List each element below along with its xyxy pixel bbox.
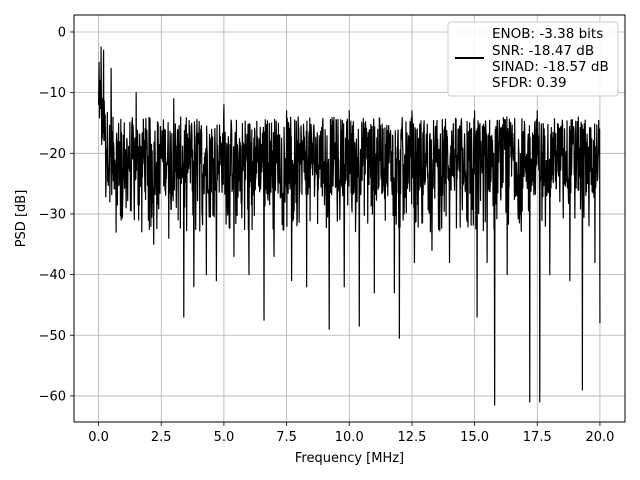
y-tick-label: 0: [58, 25, 66, 40]
x-tick-label: 15.0: [460, 430, 489, 445]
y-axis-label: PSD [dB]: [14, 190, 29, 248]
legend-box: [447, 21, 619, 97]
y-tick-label: −50: [39, 329, 66, 344]
y-tick-label: −30: [39, 207, 66, 222]
x-tick-label: 20.0: [585, 430, 614, 445]
legend-sinad: SINAD: -18.57 dB: [492, 59, 609, 75]
x-tick-label: 7.5: [276, 430, 297, 445]
x-tick-label: 12.5: [397, 430, 426, 445]
y-tick-label: −20: [39, 147, 66, 162]
legend-sfdr: SFDR: 0.39: [492, 75, 567, 91]
x-axis-label: Frequency [MHz]: [295, 451, 404, 466]
x-tick-label: 5.0: [214, 430, 235, 445]
y-tick-label: −60: [39, 389, 66, 404]
legend: ENOB: -3.38 bits SNR: -18.47 dB SINAD: -…: [447, 21, 619, 97]
legend-snr: SNR: -18.47 dB: [492, 43, 594, 59]
x-axis-ticks: 0.0 2.5 5.0 7.5 10.0 12.5 15.0 17.5 20.0: [88, 422, 614, 445]
series-layer: [97, 46, 601, 406]
x-tick-label: 17.5: [523, 430, 552, 445]
x-tick-label: 10.0: [335, 430, 364, 445]
y-axis-ticks: 0 −10 −20 −30 −40 −50 −60: [39, 25, 74, 404]
y-tick-label: −10: [39, 86, 66, 101]
legend-enob: ENOB: -3.38 bits: [492, 26, 603, 42]
y-tick-label: −40: [39, 268, 66, 283]
x-tick-label: 2.5: [151, 430, 172, 445]
psd-series-line: [97, 46, 601, 406]
x-tick-label: 0.0: [88, 430, 109, 445]
